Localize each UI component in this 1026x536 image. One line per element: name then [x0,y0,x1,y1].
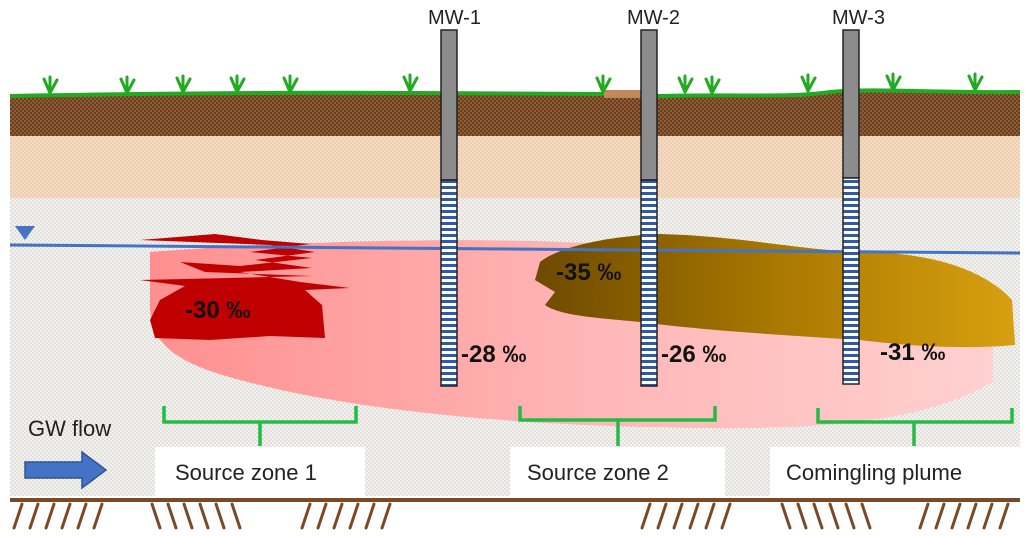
zone-label-source-zone-1: Source zone 1 [175,460,317,485]
bedrock-hatching [14,504,1008,528]
well-mw-2 [641,30,657,386]
grass-tuft [679,76,692,92]
grass-tuft [404,75,417,91]
topsoil-layer [10,90,1020,136]
well-screen [641,180,657,386]
well-casing [641,30,657,180]
grass-tuft [44,77,57,93]
well-mw-1 [441,30,457,386]
hatch-group-right-center [642,504,730,528]
well-screen [441,180,457,386]
well-value-mw-1: -28 ‰ [461,341,526,368]
hatch-group-center [302,504,390,528]
well-value-mw-3: -31 ‰ [880,339,945,366]
hatch-group-right [782,504,870,528]
zone-label-source-zone-2: Source zone 2 [527,460,669,485]
grass-tuft [121,77,134,93]
well-label-mw-2: MW-2 [627,7,680,29]
grass-tuft [887,74,900,90]
grass-tuft [802,75,815,91]
hatch-group-left-center [152,504,240,528]
grass-tuft [706,77,719,93]
hatch-group-far-right [920,504,1008,528]
well-mw-3 [843,30,859,384]
well-value-mw-2: -26 ‰ [661,341,726,368]
well-casing [843,30,859,178]
grass-tuft [231,76,244,92]
grass-tuft [284,76,297,92]
grass-tuft [969,74,982,90]
gw-flow-label: GW flow [28,416,111,441]
zone-label-comingling-plume: Comingling plume [786,460,962,485]
well-screen [843,178,859,384]
brown-core-value: -35 ‰ [556,259,621,286]
sand-layer [10,134,1020,198]
grass-tuft [177,76,190,92]
well-label-mw-1: MW-1 [428,7,481,29]
well-label-mw-3: MW-3 [832,7,885,29]
well-casing [441,30,457,180]
grass-tuft [597,76,610,92]
hatch-group-left [14,504,102,528]
red-core-value: -30 ‰ [185,297,250,324]
